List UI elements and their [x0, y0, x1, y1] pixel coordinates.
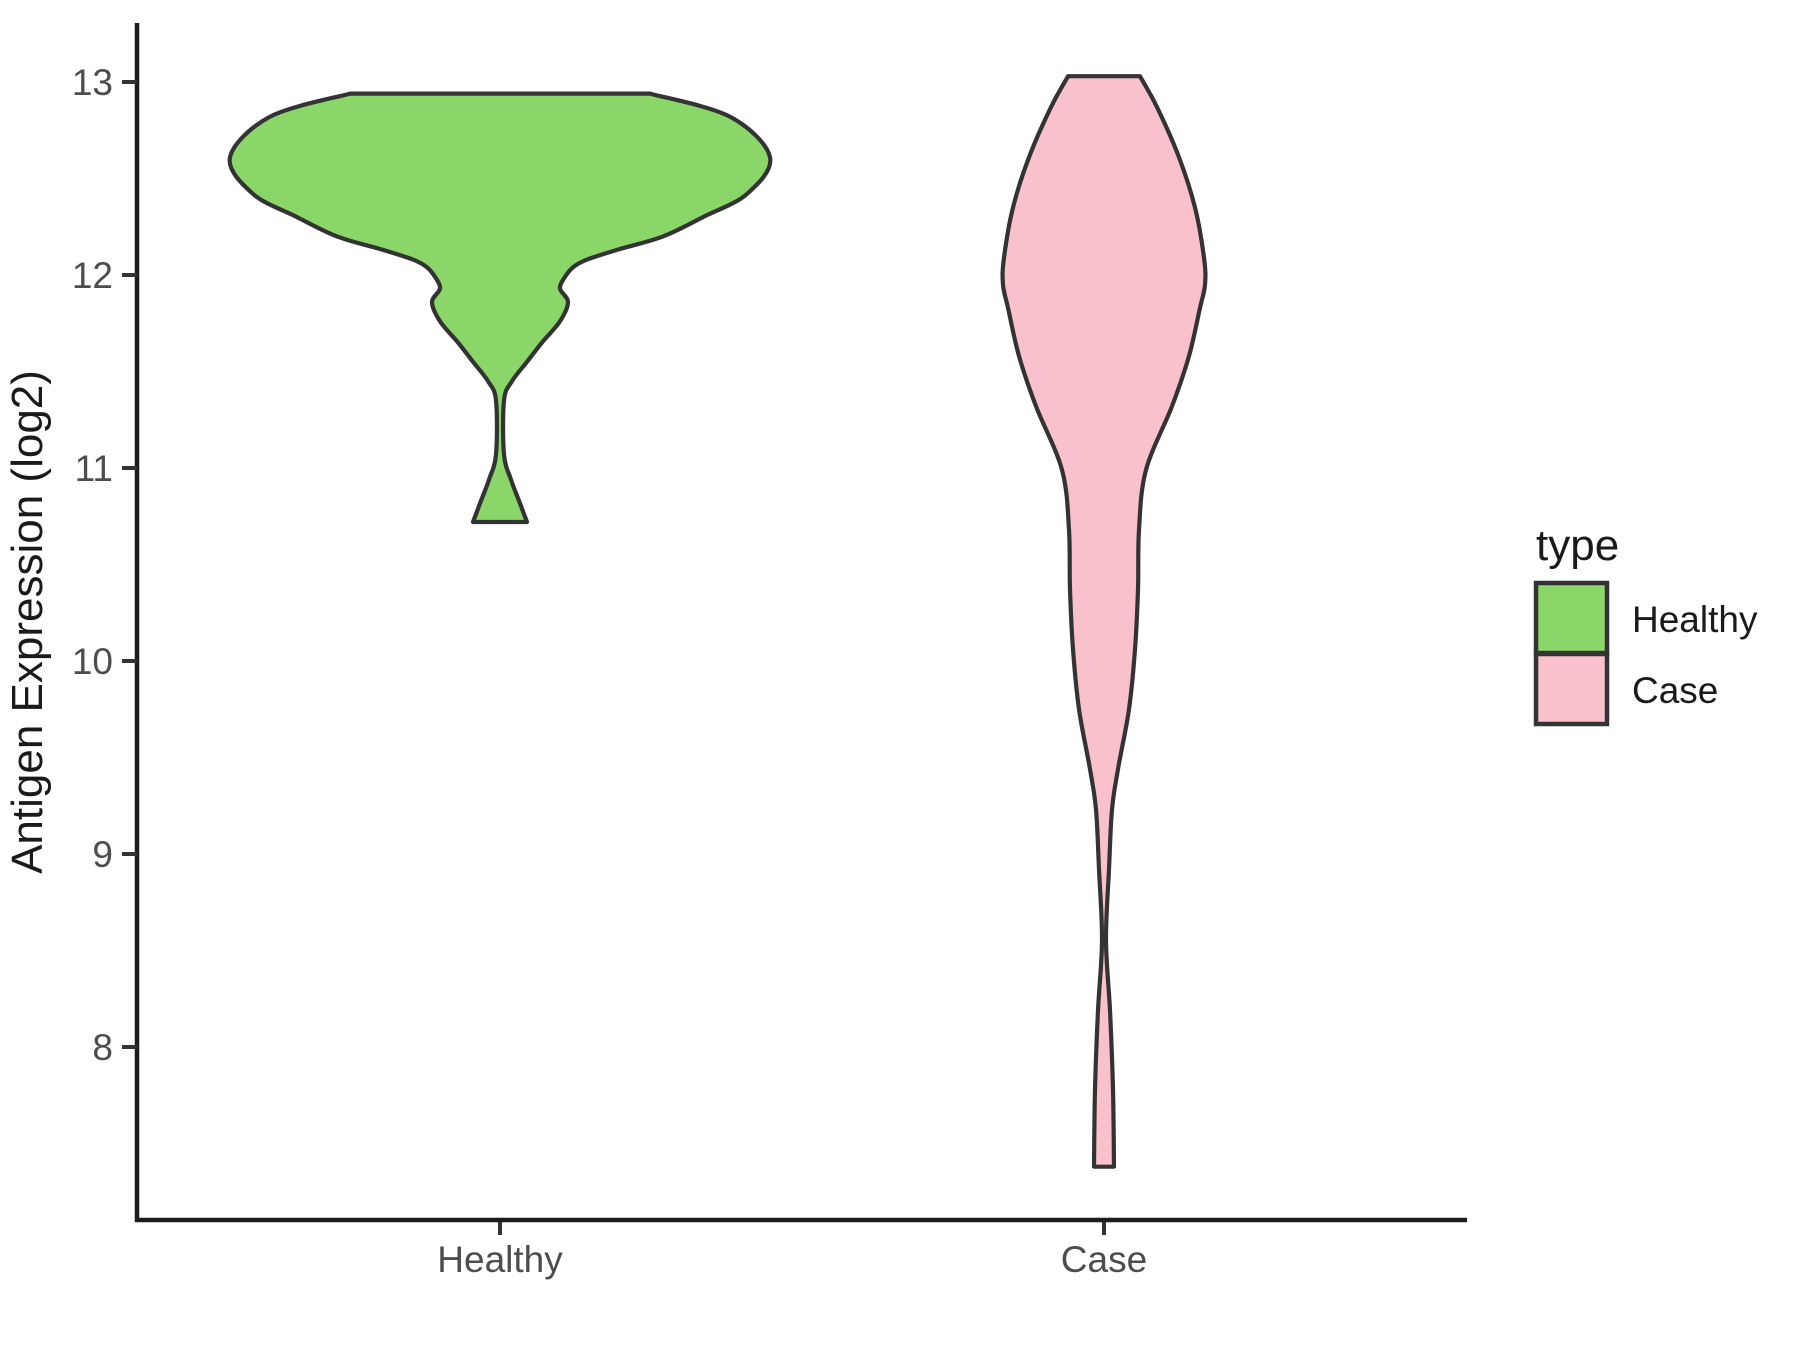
legend-label-healthy: Healthy — [1632, 599, 1758, 640]
y-tick-label-12: 12 — [72, 255, 113, 296]
legend-title: type — [1536, 521, 1619, 570]
y-tick-label-10: 10 — [72, 641, 113, 682]
y-tick-label-13: 13 — [72, 62, 113, 103]
y-axis-title: Antigen Expression (log2) — [3, 370, 52, 874]
axes-layer: 13 12 11 10 9 8 Healthy Case — [72, 23, 1467, 1280]
violin-healthy — [227, 91, 773, 525]
x-tick-label-healthy: Healthy — [437, 1239, 563, 1280]
violins-layer — [227, 74, 1208, 1169]
y-tick-label-9: 9 — [92, 834, 113, 875]
legend-swatch-case — [1533, 651, 1610, 727]
legend: type Healthy Case — [1533, 521, 1758, 727]
legend-entries: Healthy Case — [1533, 580, 1758, 727]
legend-swatch-healthy — [1533, 580, 1610, 656]
x-tick-label-case: Case — [1061, 1239, 1147, 1280]
violin-case — [1000, 74, 1208, 1169]
y-tick-label-8: 8 — [92, 1027, 113, 1068]
legend-label-case: Case — [1632, 670, 1718, 711]
y-tick-label-11: 11 — [75, 448, 113, 489]
